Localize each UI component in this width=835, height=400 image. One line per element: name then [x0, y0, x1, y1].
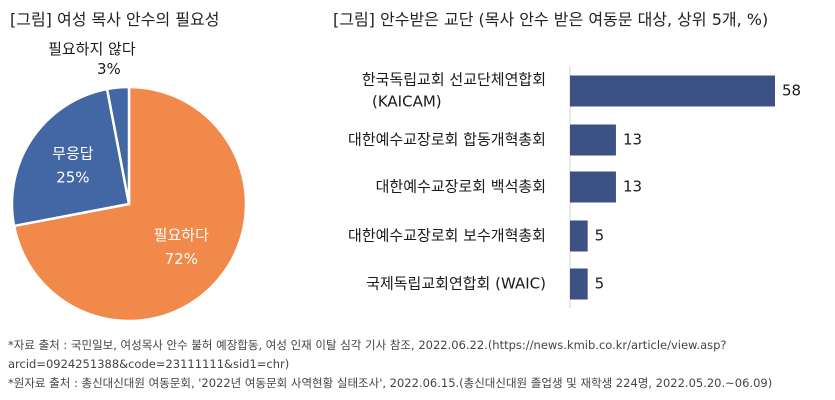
bar-value-label-2: 13 [623, 178, 642, 196]
bar-value-label-0: 58 [782, 82, 801, 100]
bar-category-label-0-line-1: (KAICAM) [372, 93, 442, 111]
bar-3 [570, 220, 588, 252]
bar-value-label-3: 5 [595, 227, 605, 245]
bar-2 [570, 171, 616, 203]
pie-slice-value-2: 3% [97, 60, 121, 78]
bar-chart-title: [그림] 안수받은 교단 (목사 안수 받은 여동문 대상, 상위 5개, %) [333, 10, 769, 29]
source-notes: *자료 출처 : 국민일보, 여성목사 안수 불허 예장합동, 여성 인재 이탈… [8, 336, 772, 393]
bar-category-label-1: 대한예수교장로회 합동개혁총회 [348, 131, 546, 149]
pie-slice-value-0: 72% [165, 250, 198, 268]
pie-slice-1 [10, 87, 131, 228]
bar-category-label-3: 대한예수교장로회 보수개혁총회 [348, 227, 546, 245]
pie-slice-label-2: 필요하지 않다 [48, 40, 136, 58]
charts-canvas: 필요하다 72% 무응답 25% 필요하지 않다 3% 58 한국독립교회 선교단체연합회 (K… [10, 40, 801, 323]
pie-slice-label-0: 필요하다 [154, 226, 209, 244]
pie-slice-2 [105, 85, 131, 206]
bar-4 [570, 268, 588, 300]
bar-1 [570, 124, 616, 156]
bar-value-label-4: 5 [595, 275, 605, 293]
pie-slice-value-1: 25% [56, 168, 89, 186]
source-note-line3: *원자료 출처 : 총신대신대원 여동문회, '2022년 여동문회 사역현황 … [8, 376, 773, 390]
bar-category-label-4: 국제독립교회연합회 (WAIC) [366, 275, 546, 293]
bar-category-label-0-line-0: 한국독립교회 선교단체연합회 [362, 71, 546, 89]
source-note-line1: *자료 출처 : 국민일보, 여성목사 안수 불허 예장합동, 여성 인재 이탈… [8, 338, 727, 352]
source-note-line2: arcid=0924251388&code=23111111&sid1=chr) [8, 357, 290, 371]
bar-0 [570, 75, 775, 107]
pie-chart-title: [그림] 여성 목사 안수의 필요성 [10, 10, 220, 29]
bar-value-label-1: 13 [623, 131, 642, 149]
pie-slice-label-1: 무응답 [52, 144, 94, 162]
bar-category-label-2: 대한예수교장로회 백석총회 [376, 178, 546, 196]
